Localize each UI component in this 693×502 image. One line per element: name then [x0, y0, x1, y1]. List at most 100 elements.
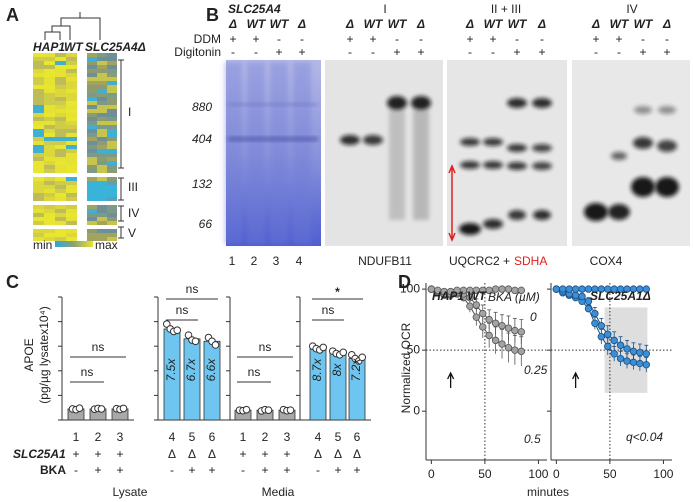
heatmap-cell [33, 69, 44, 73]
heatmap-cell [97, 189, 107, 193]
data-point [584, 297, 593, 306]
heatmap-cell [66, 69, 77, 73]
lane-number: 3 [284, 430, 291, 444]
heatmap-cell [87, 89, 97, 93]
antibody-name: SDHA [514, 254, 547, 268]
heatmap-cell [66, 53, 77, 57]
heatmap-cell [66, 217, 77, 221]
heatmap-cell [107, 129, 117, 133]
heatmap-cell [66, 221, 77, 225]
heatmap-cell [66, 229, 77, 233]
heatmap-cell [107, 93, 117, 97]
data-point [173, 326, 182, 335]
data-point [578, 292, 586, 301]
row-sign: + [283, 447, 290, 461]
heatmap-cell [33, 233, 44, 237]
heatmap-cell [87, 93, 97, 97]
heatmap-cell [97, 181, 107, 185]
heatmap-cell [107, 185, 117, 189]
heatmap-cell [44, 53, 55, 57]
antibody-label: UQCRC2 + SDHA [449, 254, 547, 268]
heatmap-cell [66, 193, 77, 197]
heatmap-cell [44, 93, 55, 97]
y-tick-label: 100 [400, 281, 420, 295]
heatmap-cell [44, 65, 55, 69]
heatmap-cell [33, 213, 44, 217]
heatmap-cell [87, 145, 97, 149]
test-label: ns [259, 340, 272, 354]
fold-label: 8x [330, 363, 344, 377]
heatmap-cell [33, 153, 44, 157]
data-point [571, 291, 580, 299]
treatment-sign: + [229, 32, 236, 46]
heatmap-cell [87, 129, 97, 133]
lane-number: 1 [240, 430, 247, 444]
blot-band [608, 204, 630, 220]
heatmap-cell [97, 57, 107, 61]
scale-bar [55, 241, 93, 247]
heatmap-cell [97, 185, 107, 189]
heatmap-cell [55, 81, 66, 85]
heatmap-cell [55, 93, 66, 97]
data-point [491, 336, 500, 345]
data-point [472, 301, 481, 309]
marker-label: 132 [192, 177, 212, 191]
heatmap-cell [107, 73, 117, 77]
heatmap-cell [87, 205, 97, 209]
test-label: ns [92, 340, 105, 354]
blot-band [611, 152, 627, 160]
gel-band [228, 103, 318, 106]
heatmap-cell [33, 137, 44, 141]
lane-number: 6 [209, 430, 216, 444]
heatmap-cell [97, 145, 107, 149]
data-point [517, 347, 526, 356]
heatmap-cell [44, 141, 55, 145]
test-label: ns [81, 365, 94, 379]
blot-band [483, 138, 503, 146]
data-point [636, 359, 644, 368]
heatmap-cell [97, 121, 107, 125]
heatmap-cell [44, 157, 55, 161]
treatment-sign: + [466, 32, 473, 46]
heatmap-cell [66, 157, 77, 161]
row-sign: + [239, 447, 246, 461]
data-point [511, 326, 519, 335]
genotype-label: Δ [591, 17, 600, 31]
heatmap-cell [33, 177, 44, 181]
heatmap-cell [55, 57, 66, 61]
genotype-label: Δ [345, 17, 354, 31]
genotype-label: WT [610, 17, 630, 31]
heatmap-cell [97, 237, 107, 241]
heatmap-cell [44, 109, 55, 113]
genotype-label: Δ [465, 17, 474, 31]
heatmap-cell [107, 105, 117, 109]
heatmap-cell [87, 161, 97, 165]
heatmap-cell [55, 149, 66, 153]
heatmap-cell [44, 237, 55, 241]
row-sign: Δ [208, 447, 216, 461]
heatmap-cell [33, 237, 44, 241]
heatmap-cell [33, 65, 44, 69]
data-point [623, 345, 631, 353]
heatmap-cell [33, 109, 44, 113]
x-tick-label: 50 [478, 467, 492, 481]
data-point [591, 319, 599, 327]
heatmap-cell [87, 109, 97, 113]
heatmap-cell [97, 117, 107, 121]
data-point [485, 315, 493, 324]
heatmap-cell [97, 205, 107, 209]
data-point [610, 350, 618, 358]
lane-number: 3 [273, 254, 280, 268]
heatmap-cell [107, 165, 117, 169]
heatmap-cell [97, 77, 107, 81]
x-axis-label: minutes [527, 485, 569, 499]
series-label: 0 [530, 310, 537, 324]
gene-label: SLC25A4 [228, 2, 281, 16]
heatmap-cell [44, 213, 55, 217]
heatmap-cell [97, 209, 107, 213]
lane-number: 2 [95, 430, 102, 444]
heatmap-cell [97, 81, 107, 85]
data-point [358, 353, 367, 362]
heatmap-cell [55, 145, 66, 149]
treatment-sign: - [231, 45, 235, 59]
